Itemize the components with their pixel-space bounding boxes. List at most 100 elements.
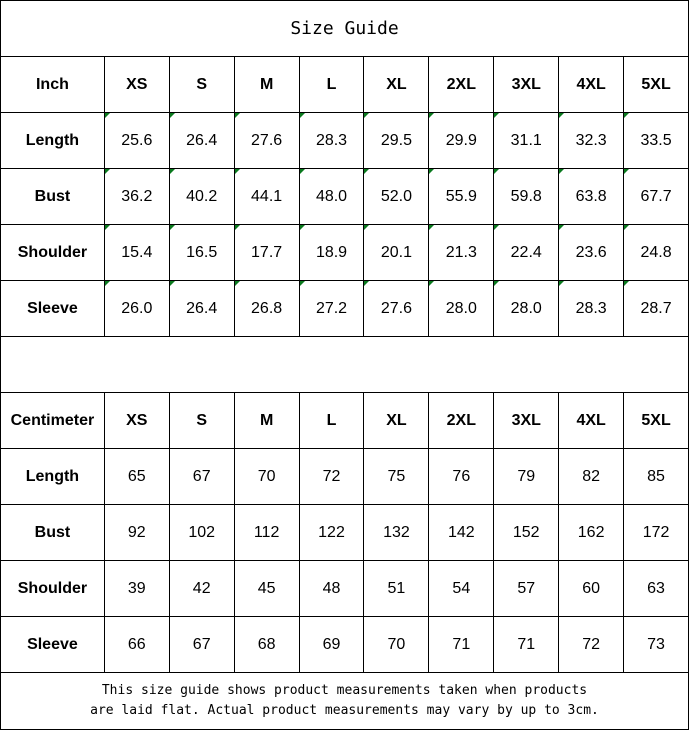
table-row: Shoulder 39 42 45 48 51 54 57 60 63 (1, 561, 689, 617)
measurement-value: 48 (322, 579, 341, 597)
measurement-value: 15.4 (121, 243, 153, 261)
size-header: XL (364, 57, 430, 113)
measurement-value: 72 (322, 467, 341, 485)
measurement-value: 55.9 (445, 187, 477, 205)
text-number-flag-icon (429, 281, 435, 286)
measurement-value: 25.6 (121, 131, 153, 149)
measurement-cell: 44.1 (234, 169, 300, 225)
measurement-cell: 39 (104, 561, 170, 617)
measurement-cell: 16.5 (169, 225, 235, 281)
measurement-value: 69 (322, 635, 341, 653)
measurement-value: 162 (577, 523, 605, 541)
measurement-value: 20.1 (380, 243, 412, 261)
text-number-flag-icon (429, 113, 435, 118)
measurement-value: 26.8 (251, 299, 283, 317)
measurement-value: 68 (257, 635, 276, 653)
measurement-value: 21.3 (445, 243, 477, 261)
measurement-cell: 71 (494, 617, 560, 673)
measurement-value: 44.1 (251, 187, 283, 205)
measurement-value: 32.3 (575, 131, 607, 149)
measurement-value: 60 (582, 579, 601, 597)
size-header: XS (104, 393, 170, 449)
measurement-value: 28.0 (445, 299, 477, 317)
measurement-value: 28.0 (510, 299, 542, 317)
text-number-flag-icon (559, 113, 565, 118)
measurement-cell: 18.9 (299, 225, 365, 281)
size-header: L (299, 393, 365, 449)
measurement-value: 36.2 (121, 187, 153, 205)
measurement-value: 132 (383, 523, 410, 541)
measurement-value: 54 (452, 579, 471, 597)
measurement-value: 63.8 (575, 187, 607, 205)
text-number-flag-icon (104, 113, 110, 118)
measurement-value: 17.7 (251, 243, 283, 261)
table-row: Bust 36.2 40.2 44.1 48.0 52.0 55.9 59.8 63.8 67.7 (1, 169, 689, 225)
measurement-cell: 26.4 (169, 281, 235, 337)
text-number-flag-icon (299, 113, 305, 118)
text-number-flag-icon (169, 113, 175, 118)
text-number-flag-icon (104, 169, 110, 174)
measurement-value: 24.8 (640, 243, 672, 261)
text-number-flag-icon (624, 113, 630, 118)
measurement-cell: 152 (494, 505, 560, 561)
measurement-value: 67.7 (640, 187, 672, 205)
measurement-cell: 26.8 (234, 281, 300, 337)
size-header: 4XL (559, 393, 625, 449)
measurement-value: 31.1 (510, 131, 542, 149)
text-number-flag-icon (299, 225, 305, 230)
measurement-value: 152 (512, 523, 540, 541)
text-number-flag-icon (494, 225, 500, 230)
measurement-cell: 142 (429, 505, 495, 561)
measurement-cell: 102 (169, 505, 235, 561)
measurement-value: 29.9 (445, 131, 477, 149)
measurement-cell: 92 (104, 505, 170, 561)
measurement-cell: 75 (364, 449, 430, 505)
row-label: Bust (1, 169, 105, 225)
footer-row: This size guide shows product measuremen… (1, 673, 689, 730)
blank-row (1, 337, 689, 393)
measurement-value: 102 (188, 523, 216, 541)
measurement-cell: 70 (234, 449, 300, 505)
measurement-cell: 27.2 (299, 281, 365, 337)
unit-label: Centimeter (1, 393, 105, 449)
text-number-flag-icon (234, 169, 240, 174)
size-header: L (299, 57, 365, 113)
measurement-value: 29.5 (380, 131, 412, 149)
measurement-value: 23.6 (575, 243, 607, 261)
size-header: 4XL (559, 57, 625, 113)
text-number-flag-icon (169, 225, 175, 230)
measurement-value: 27.6 (251, 131, 283, 149)
text-number-flag-icon (559, 281, 565, 286)
measurement-value: 27.2 (315, 299, 348, 317)
measurement-cell: 27.6 (364, 281, 430, 337)
text-number-flag-icon (234, 281, 240, 286)
measurement-cell: 112 (234, 505, 300, 561)
measurement-cell: 70 (364, 617, 430, 673)
measurement-cell: 54 (429, 561, 495, 617)
measurement-cell: 24.8 (624, 225, 689, 281)
size-header: 3XL (494, 57, 560, 113)
measurement-value: 18.9 (315, 243, 348, 261)
measurement-value: 28.7 (640, 299, 672, 317)
size-header: XL (364, 393, 430, 449)
measurement-value: 51 (387, 579, 406, 597)
text-number-flag-icon (624, 281, 630, 286)
measurement-cell: 28.3 (559, 281, 625, 337)
title-row: Size Guide (1, 1, 689, 57)
measurement-value: 26.4 (186, 299, 218, 317)
row-label: Shoulder (1, 225, 105, 281)
size-header: M (234, 393, 300, 449)
measurement-value: 16.5 (186, 243, 218, 261)
size-header: 2XL (429, 393, 495, 449)
measurement-cell: 28.3 (299, 113, 365, 169)
measurement-cell: 85 (624, 449, 689, 505)
measurement-cell: 51 (364, 561, 430, 617)
measurement-value: 40.2 (186, 187, 218, 205)
row-label: Shoulder (1, 561, 105, 617)
measurement-value: 172 (642, 523, 670, 541)
row-label: Length (1, 449, 105, 505)
measurement-cell: 42 (169, 561, 235, 617)
table-row: Length 65 67 70 72 75 76 79 82 85 (1, 449, 689, 505)
text-number-flag-icon (429, 169, 435, 174)
